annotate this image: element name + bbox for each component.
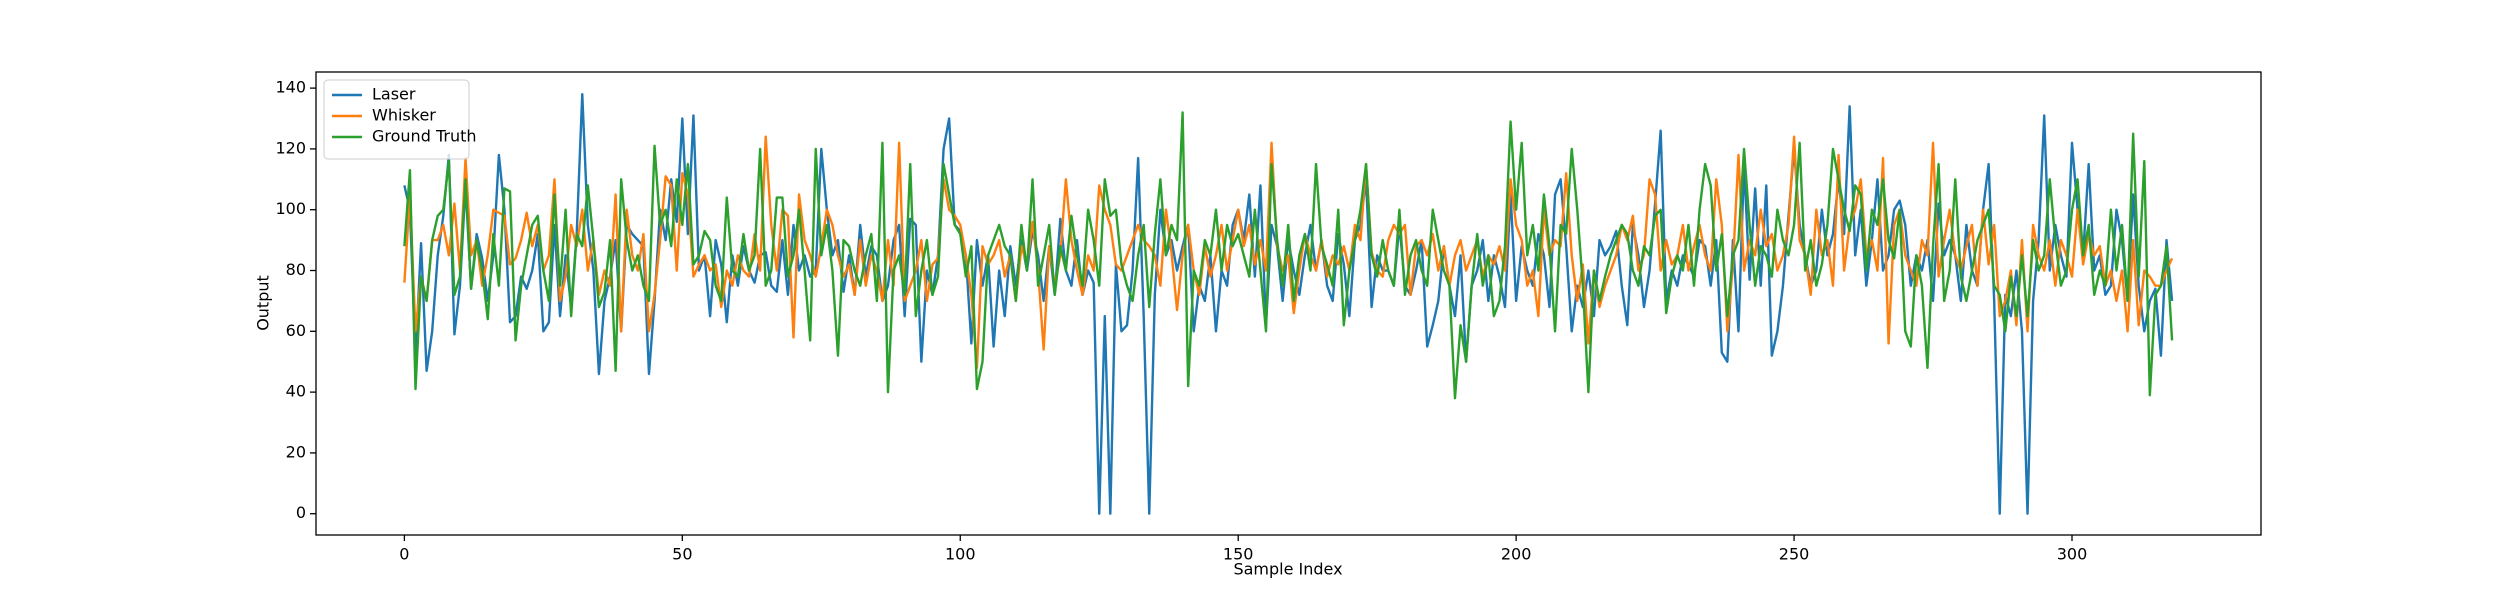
legend-box	[323, 79, 470, 160]
y-tick-label: 0	[296, 503, 306, 522]
legend-label: Ground Truth	[372, 127, 477, 146]
x-tick-label: 0	[399, 545, 409, 564]
plot-frame	[315, 71, 2262, 536]
x-axis-label: Sample Index	[1233, 560, 1342, 579]
legend-label: Laser	[372, 85, 416, 104]
series-line	[403, 135, 2174, 369]
y-tick-label: 120	[275, 138, 306, 157]
x-tick-label: 150	[1223, 545, 1254, 564]
y-axis-label: Output	[254, 275, 273, 331]
series-line	[403, 111, 2174, 400]
y-tick-label: 100	[275, 199, 306, 218]
y-tick-label: 40	[286, 382, 306, 401]
x-tick-label: 50	[672, 545, 692, 564]
y-tick-label: 60	[286, 321, 306, 340]
y-tick-label: 20	[286, 442, 306, 461]
legend: Laser Whisker Ground Truth	[323, 79, 477, 160]
y-tick-label: 140	[275, 78, 306, 97]
x-tick-label: 300	[2057, 545, 2088, 564]
x-tick-label: 200	[1501, 545, 1532, 564]
legend-label: Whisker	[372, 106, 436, 125]
x-tick-label: 100	[945, 545, 976, 564]
y-tick-label: 80	[286, 260, 306, 279]
x-tick-label: 250	[1779, 545, 1810, 564]
